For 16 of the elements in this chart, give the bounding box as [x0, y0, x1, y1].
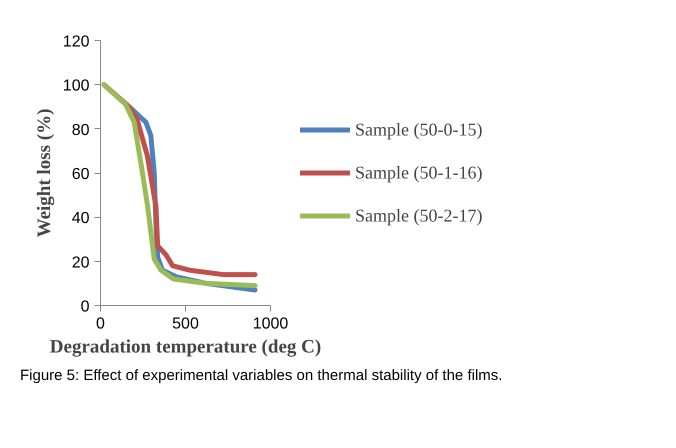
legend-label: Sample (50-1-16) [355, 162, 484, 183]
legend-label: Sample (50-0-15) [355, 119, 484, 140]
y-tick-label: 80 [72, 122, 90, 139]
y-tick-label: 40 [72, 210, 90, 228]
y-tick-label: 60 [72, 166, 90, 183]
y-tick-label: 120 [62, 34, 90, 50]
y-axis-title: Weight loss (%) [34, 108, 55, 238]
legend-label: Sample (50-2-17) [355, 205, 484, 226]
x-tick-label: 500 [172, 316, 199, 332]
x-axis-title: Degradation temperature (deg C) [50, 336, 322, 358]
caption: Figure 5: Effect of experimental variables on thermal stability of the films. [20, 366, 502, 386]
y-tick-label: 20 [72, 254, 90, 272]
y-tick-label: 0 [80, 298, 90, 316]
y-tick-label: 100 [62, 78, 90, 95]
x-tick-label: 0 [96, 316, 106, 332]
x-tick-label: 1000 [252, 316, 288, 332]
